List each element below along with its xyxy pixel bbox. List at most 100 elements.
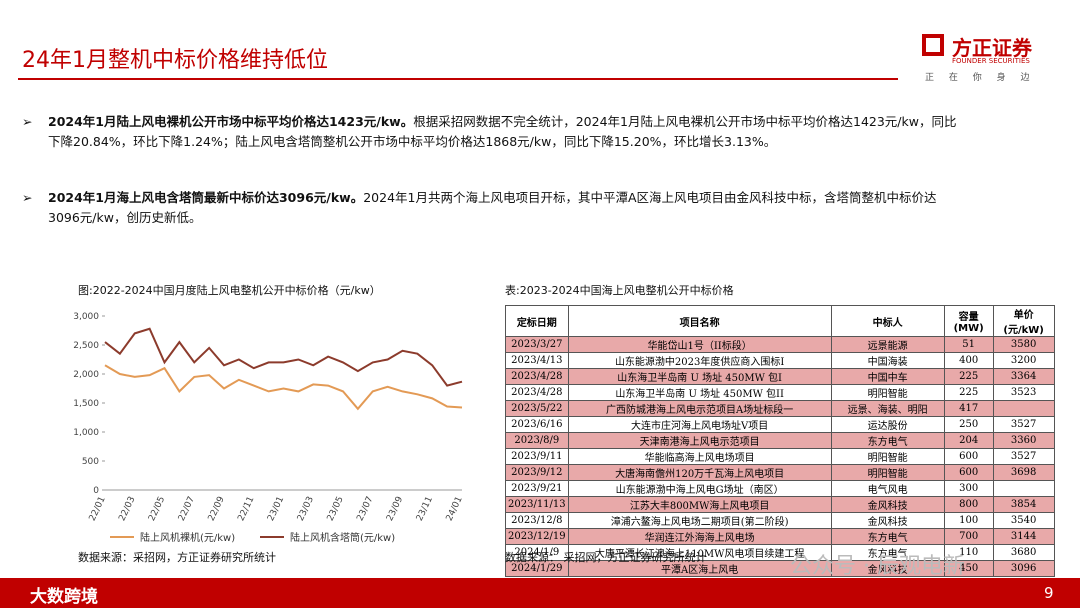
table-cell: 2023/12/19 xyxy=(505,528,569,545)
table-cell: 2024/1/29 xyxy=(505,560,569,577)
table-row: 2023/9/21 山东能源渤中海上风电G场址（南区） 电气风电 300 xyxy=(505,480,1055,497)
x-tick-label: 22/01 xyxy=(88,495,108,523)
page-number: 9 xyxy=(1044,584,1054,602)
table-cell: 远景能源 xyxy=(830,336,945,353)
table-cell: 大连市庄河海上风电场址V项目 xyxy=(567,416,832,433)
table-cell: 3527 xyxy=(992,448,1055,465)
table-cell: 400 xyxy=(943,352,994,369)
chart: 0 500 1,000 1,500 2,000 2,500 3,000 22/01 22/03 2… xyxy=(73,312,464,544)
brand-en: FOUNDER SECURITIES xyxy=(952,57,1030,65)
table-cell: 华能岱山1号（II标段） xyxy=(567,336,832,353)
y-tick-label: 1,000 xyxy=(73,428,99,438)
table-cell: 3360 xyxy=(992,432,1055,449)
table-cell: 3523 xyxy=(992,384,1055,401)
x-tick-label: 23/03 xyxy=(296,495,316,523)
series-line xyxy=(104,364,463,411)
table-cell: 3364 xyxy=(992,368,1055,385)
table-cell: 417 xyxy=(943,400,994,417)
table-cell: 2023/9/21 xyxy=(505,480,569,497)
x-tick-label: 22/11 xyxy=(236,495,256,523)
table-cell: 2023/5/22 xyxy=(505,400,569,417)
table-cell: 2023/4/28 xyxy=(505,384,569,401)
table-row: 2023/4/28 山东海卫半岛南 U 场址 450MW 包II 明阳智能 225 35… xyxy=(505,384,1055,401)
table-row: 2023/4/13 山东能源渤中2023年度供应商入围标I 中国海装 400 3200 xyxy=(505,352,1055,369)
table-cell: 江苏大丰800MW海上风电项目 xyxy=(567,496,832,513)
table-cell: 山东海卫半岛南 U 场址 450MW 包II xyxy=(567,384,832,401)
table-cell: 3580 xyxy=(992,336,1055,353)
table-cell: 3527 xyxy=(992,416,1055,433)
table-cell: 天津南港海上风电示范项目 xyxy=(567,432,832,449)
x-tick-label: 22/09 xyxy=(207,495,227,523)
column-header: 项目名称 xyxy=(567,305,832,337)
chart-title: 图:2022-2024中国月度陆上风电整机公开中标价格（元/kw） xyxy=(78,284,381,297)
table-row: 2023/12/19 华润连江外海海上风电场 东方电气 700 3144 xyxy=(505,528,1055,545)
table-cell: 800 xyxy=(943,496,994,513)
table-cell: 山东海卫半岛南 U 场址 450MW 包I xyxy=(567,368,832,385)
logo-icon xyxy=(922,34,944,56)
table-cell: 明阳智能 xyxy=(830,464,945,481)
table-cell: 3096 xyxy=(992,560,1055,577)
table-cell: 山东能源渤中2023年度供应商入围标I xyxy=(567,352,832,369)
table-cell: 2023/8/9 xyxy=(505,432,569,449)
table-cell: 中国海装 xyxy=(830,352,945,369)
table-cell: 大唐海南儋州120万千瓦海上风电项目 xyxy=(567,464,832,481)
table-cell: 2023/4/13 xyxy=(505,352,569,369)
table-cell: 金风科技 xyxy=(830,496,945,513)
legend-label: 陆上风机裸机(元/kw) xyxy=(140,531,235,544)
table-cell: 明阳智能 xyxy=(830,448,945,465)
slogan: 正 在 你 身 边 xyxy=(925,73,1036,83)
watermark: 公众号 · 辰观电新 xyxy=(790,554,965,579)
brand: 方正证券 xyxy=(952,36,1032,60)
footer-bar: 大数跨境 9 xyxy=(0,578,1080,608)
x-tick-label: 23/07 xyxy=(355,495,375,523)
x-tick-label: 23/09 xyxy=(385,495,405,523)
table-cell: 3698 xyxy=(992,464,1055,481)
table-cell: 100 xyxy=(943,512,994,529)
table-cell: 3680 xyxy=(992,544,1055,561)
table-cell: 600 xyxy=(943,448,994,465)
table: 定标日期 项目名称 中标人 容量(MW) 单价(元/kW) 2023/3/27 华能岱山1号… xyxy=(505,305,1055,577)
table-cell xyxy=(992,480,1055,497)
table-cell: 600 xyxy=(943,464,994,481)
table-cell: 204 xyxy=(943,432,994,449)
table-cell: 51 xyxy=(943,336,994,353)
table-cell: 远景、海装、明阳 xyxy=(830,400,945,417)
table-row: 2023/12/8 漳浦六鳌海上风电场二期项目(第二阶段) 金风科技 100 3540 xyxy=(505,512,1055,529)
table-row: 2023/5/22 广西防城港海上风电示范项目A场址标段一 远景、海装、明阳 417 xyxy=(505,400,1055,417)
table-cell: 225 xyxy=(943,384,994,401)
table-cell: 450 xyxy=(943,560,994,577)
table-cell: 2023/9/12 xyxy=(505,464,569,481)
table-cell: 华润连江外海海上风电场 xyxy=(567,528,832,545)
table-cell: 700 xyxy=(943,528,994,545)
x-tick-label: 23/01 xyxy=(266,495,286,523)
table-row: 2023/11/13 江苏大丰800MW海上风电项目 金风科技 800 3854 xyxy=(505,496,1055,513)
table-cell: 中国中车 xyxy=(830,368,945,385)
table-cell: 3540 xyxy=(992,512,1055,529)
table-row: 2023/9/11 华能临高海上风电场项目 明阳智能 600 3527 xyxy=(505,448,1055,465)
table-cell: 3854 xyxy=(992,496,1055,513)
table-cell: 2023/9/11 xyxy=(505,448,569,465)
table-row: 2024/1/9 大唐平潭长江澳海上110MW风电项目续建工程 东方电气 110 368… xyxy=(505,544,1055,561)
table-cell: 225 xyxy=(943,368,994,385)
table-cell: 2023/12/8 xyxy=(505,512,569,529)
table-cell: 250 xyxy=(943,416,994,433)
table-row: 2023/4/28 山东海卫半岛南 U 场址 450MW 包I 中国中车 225 336… xyxy=(505,368,1055,385)
table-row: 2023/3/27 华能岱山1号（II标段） 远景能源 51 3580 xyxy=(505,336,1055,353)
table-title: 表:2023-2024中国海上风电整机公开中标价格 xyxy=(505,284,734,297)
table-cell: 广西防城港海上风电示范项目A场址标段一 xyxy=(567,400,832,417)
table-cell: 金风科技 xyxy=(830,512,945,529)
footer-logo: 大数跨境 xyxy=(30,587,98,607)
table-cell: 电气风电 xyxy=(830,480,945,497)
table-cell: 山东能源渤中海上风电G场址（南区） xyxy=(567,480,832,497)
y-tick-label: 2,500 xyxy=(73,341,99,351)
y-tick-label: 2,000 xyxy=(73,370,99,380)
table-row: 2023/6/16 大连市庄河海上风电场址V项目 运达股份 250 3527 xyxy=(505,416,1055,433)
bullet: ➢ 2024年1月海上风电含塔筒最新中标价达3096元/kw。2024年1月共两个… xyxy=(22,190,937,225)
y-tick-label: 500 xyxy=(82,457,99,467)
table-source: 数据来源： 采招网，方正证券研究所统计 xyxy=(505,551,707,564)
bullet-lead: 2024年1月陆上风电裸机公开市场中标平均价格达1423元/kw。 xyxy=(48,114,414,129)
table-cell: 2023/3/27 xyxy=(505,336,569,353)
chart-source: 数据来源：采招网，方正证券研究所统计 xyxy=(78,551,276,564)
table-row: 2023/8/9 天津南港海上风电示范项目 东方电气 204 3360 xyxy=(505,432,1055,449)
